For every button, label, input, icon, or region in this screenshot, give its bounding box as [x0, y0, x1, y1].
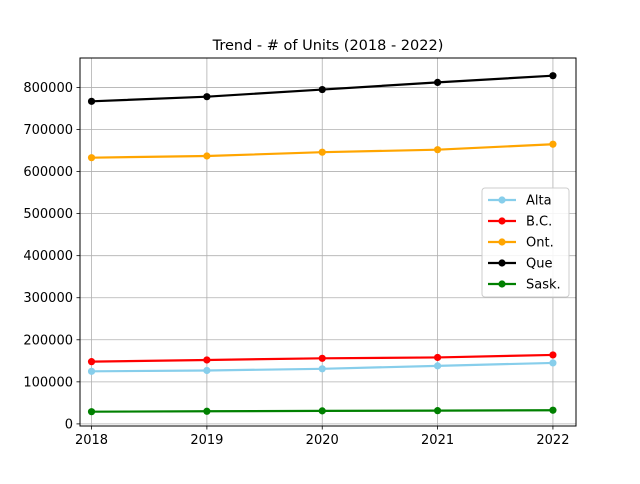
series-layer: [87, 72, 557, 416]
data-point: [433, 146, 442, 154]
y-tick-label: 0: [65, 417, 73, 432]
series-alta: [87, 359, 557, 375]
data-point: [87, 97, 96, 105]
legend-marker: [498, 196, 506, 204]
legend-label: Ont.: [526, 236, 554, 251]
legend-box: [481, 187, 570, 298]
legend: Alta B.C. Ont. Que Sask.: [481, 187, 570, 298]
x-axis: 2018 2019 2020 2021 2022: [75, 426, 569, 448]
y-tick-label: 600000: [23, 165, 73, 180]
data-point: [433, 407, 442, 415]
data-point: [318, 354, 326, 362]
series-ont: [87, 140, 557, 162]
data-point: [318, 407, 326, 415]
series-b-c: [87, 351, 557, 366]
data-point: [203, 152, 211, 160]
y-tick-label: 300000: [23, 291, 73, 306]
data-point: [433, 78, 442, 86]
legend-label: Que: [526, 257, 552, 272]
legend-marker: [498, 238, 506, 246]
data-point: [203, 366, 211, 375]
data-point: [87, 358, 96, 366]
data-point: [87, 408, 96, 416]
data-point: [549, 406, 557, 414]
data-point: [203, 356, 211, 364]
plot-frame: [79, 57, 577, 427]
data-point: [433, 353, 442, 362]
data-point: [549, 72, 557, 80]
x-tick-label: 2021: [421, 433, 454, 448]
x-tick-label: 2019: [190, 433, 223, 448]
y-tick-label: 100000: [23, 375, 73, 390]
data-point: [87, 367, 96, 375]
data-point: [87, 154, 96, 162]
series-sask: [87, 406, 557, 416]
legend-label: B.C.: [526, 215, 552, 230]
data-point: [433, 362, 442, 370]
y-tick-label: 200000: [23, 333, 73, 348]
data-point: [318, 148, 326, 156]
y-tick-label: 800000: [23, 81, 73, 96]
legend-marker: [498, 280, 506, 288]
legend-label: Alta: [526, 194, 552, 209]
chart-title: Trend - # of Units (2018 - 2022): [212, 38, 444, 54]
y-tick-label: 500000: [23, 207, 73, 222]
data-point: [318, 365, 326, 373]
legend-label: Sask.: [526, 278, 561, 293]
legend-marker: [498, 217, 506, 225]
series-que: [87, 72, 557, 105]
data-point: [203, 407, 211, 415]
x-tick-label: 2018: [75, 433, 108, 448]
y-tick-label: 700000: [23, 123, 73, 138]
x-tick-label: 2022: [536, 433, 569, 448]
data-point: [203, 93, 211, 101]
y-tick-label: 400000: [23, 249, 73, 264]
data-point: [549, 359, 557, 367]
x-tick-label: 2020: [306, 433, 339, 448]
legend-marker: [498, 259, 506, 267]
y-axis: 0 100000 200000 300000 400000 500000 600000 700…: [23, 81, 80, 432]
data-point: [318, 85, 326, 94]
data-point: [549, 140, 557, 148]
data-point: [549, 351, 557, 359]
